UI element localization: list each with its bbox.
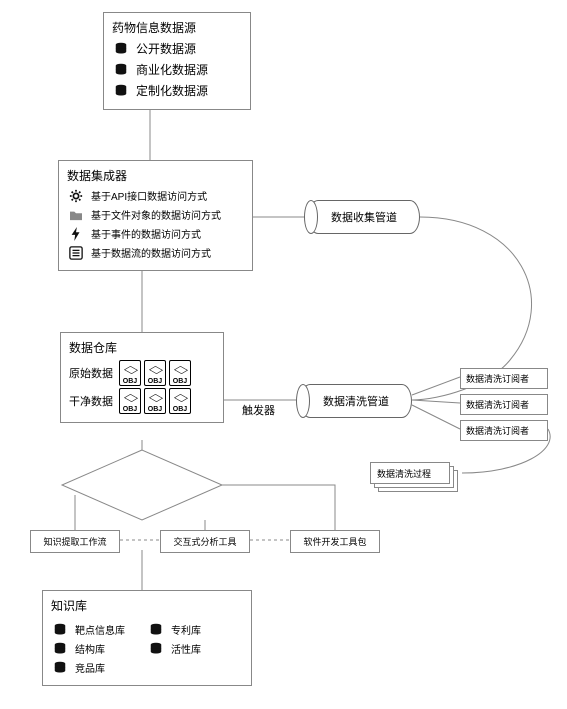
obj-icon: OBJ	[144, 388, 166, 414]
db-icon	[147, 623, 165, 637]
collect-pipe: 数据收集管道	[308, 200, 420, 234]
warehouse-row: 干净数据 OBJ OBJ OBJ	[69, 388, 215, 414]
db-icon	[51, 661, 69, 675]
subscriber-box: 数据清洗订阅者	[460, 368, 548, 389]
subscriber-box: 数据清洗订阅者	[460, 394, 548, 415]
list-item-label: 商业化数据源	[136, 61, 208, 78]
obj-icon: OBJ	[144, 360, 166, 386]
list-item-label: 基于文件对象的数据访问方式	[91, 207, 221, 222]
list-item: 公开数据源	[112, 40, 242, 57]
warehouse-row-label: 干净数据	[69, 393, 119, 409]
list-item: 基于数据流的数据访问方式	[67, 245, 244, 260]
list-item: 活性库	[147, 641, 243, 656]
obj-icon: OBJ	[169, 360, 191, 386]
data-source-title: 药物信息数据源	[112, 19, 242, 36]
list-item: 商业化数据源	[112, 61, 242, 78]
db-icon	[51, 623, 69, 637]
stream-icon	[67, 246, 85, 260]
warehouse-row-label: 原始数据	[69, 365, 119, 381]
integrator-title: 数据集成器	[67, 167, 244, 184]
clean-pipe-label: 数据清洗管道	[323, 393, 389, 409]
db-icon	[112, 84, 130, 98]
integrator-box: 数据集成器 基于API接口数据访问方式 基于文件对象的数据访问方式 基于事件的数…	[58, 160, 253, 271]
collect-pipe-label: 数据收集管道	[331, 209, 397, 225]
db-icon	[112, 42, 130, 56]
knowledge-base-box: 知识库 靶点信息库 结构库 竞品库 专利库 活性库	[42, 590, 252, 686]
obj-icon: OBJ	[169, 388, 191, 414]
list-item-label: 基于数据流的数据访问方式	[91, 245, 211, 260]
clean-process-label: 数据清洗过程	[377, 469, 431, 479]
tool-box: 软件开发工具包	[290, 530, 380, 553]
db-icon	[51, 642, 69, 656]
list-item-label: 公开数据源	[136, 40, 196, 57]
warehouse-title: 数据仓库	[69, 339, 215, 356]
list-item: 基于文件对象的数据访问方式	[67, 207, 244, 222]
tool-box: 交互式分析工具	[160, 530, 250, 553]
warehouse-row: 原始数据 OBJ OBJ OBJ	[69, 360, 215, 386]
trigger-label: 触发器	[242, 402, 275, 418]
folder-icon	[67, 208, 85, 222]
list-item: 基于事件的数据访问方式	[67, 226, 244, 241]
list-item-label: 基于事件的数据访问方式	[91, 226, 201, 241]
list-item-label: 基于API接口数据访问方式	[91, 188, 207, 203]
list-item: 结构库	[51, 641, 147, 656]
diamond-shape	[62, 450, 222, 520]
list-item: 竞品库	[51, 660, 147, 675]
bolt-icon	[67, 227, 85, 241]
list-item: 专利库	[147, 622, 243, 637]
kb-title: 知识库	[51, 597, 243, 614]
db-icon	[147, 642, 165, 656]
list-item: 靶点信息库	[51, 622, 147, 637]
list-item: 定制化数据源	[112, 82, 242, 99]
gear-icon	[67, 189, 85, 203]
obj-icon: OBJ	[119, 360, 141, 386]
obj-icon: OBJ	[119, 388, 141, 414]
data-source-box: 药物信息数据源 公开数据源 商业化数据源 定制化数据源	[103, 12, 251, 110]
warehouse-box: 数据仓库 原始数据 OBJ OBJ OBJ 干净数据 OBJ OBJ OBJ	[60, 332, 224, 423]
clean-pipe: 数据清洗管道	[300, 384, 412, 418]
list-item-label: 定制化数据源	[136, 82, 208, 99]
db-icon	[112, 63, 130, 77]
subscriber-box: 数据清洗订阅者	[460, 420, 548, 441]
tool-box: 知识提取工作流	[30, 530, 120, 553]
list-item: 基于API接口数据访问方式	[67, 188, 244, 203]
